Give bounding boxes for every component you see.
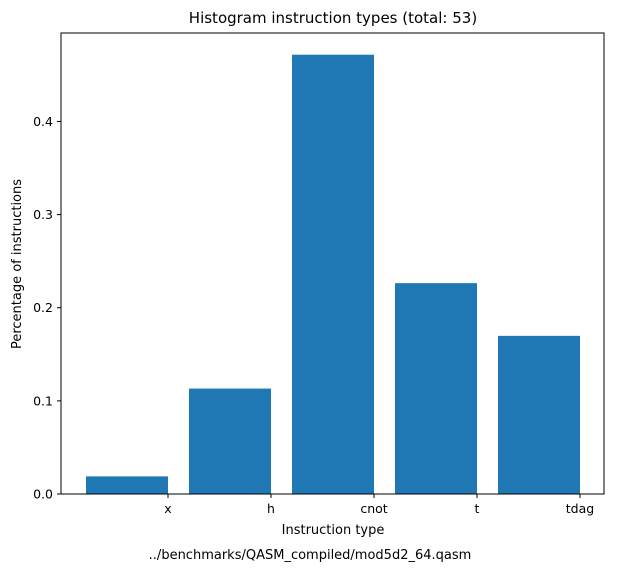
bars-group (86, 54, 580, 495)
y-tick-label: 0.3 (33, 207, 53, 222)
plot-frame (60, 32, 605, 495)
x-tick-label-x: x (164, 501, 171, 516)
y-axis-label: Percentage of instructions (10, 179, 25, 349)
y-tick-label: 0.0 (33, 487, 53, 502)
y-axis-ticks: 0.0 0.1 0.2 0.3 0.4 (33, 114, 61, 502)
chart-title: Histogram instruction types (total: 53) (189, 9, 477, 27)
x-tick-label-h: h (267, 501, 275, 516)
source-filename: ../benchmarks/QASM_compiled/mod5d2_64.qa… (149, 548, 472, 563)
y-tick-label: 0.2 (33, 300, 53, 315)
x-tick-label-cnot: cnot (360, 501, 387, 516)
y-tick-label: 0.4 (33, 114, 53, 129)
x-tick-label-t: t (475, 501, 480, 516)
y-tick-label: 0.1 (33, 393, 53, 408)
bar-x (86, 476, 168, 494)
bar-cnot (292, 54, 374, 495)
x-axis-ticks: x h cnot t tdag (164, 494, 594, 516)
bar-t (395, 283, 477, 494)
bar-tdag (498, 335, 580, 494)
bar-h (189, 388, 271, 494)
x-tick-label-tdag: tdag (566, 501, 594, 516)
x-axis-label: Instruction type (282, 523, 385, 538)
